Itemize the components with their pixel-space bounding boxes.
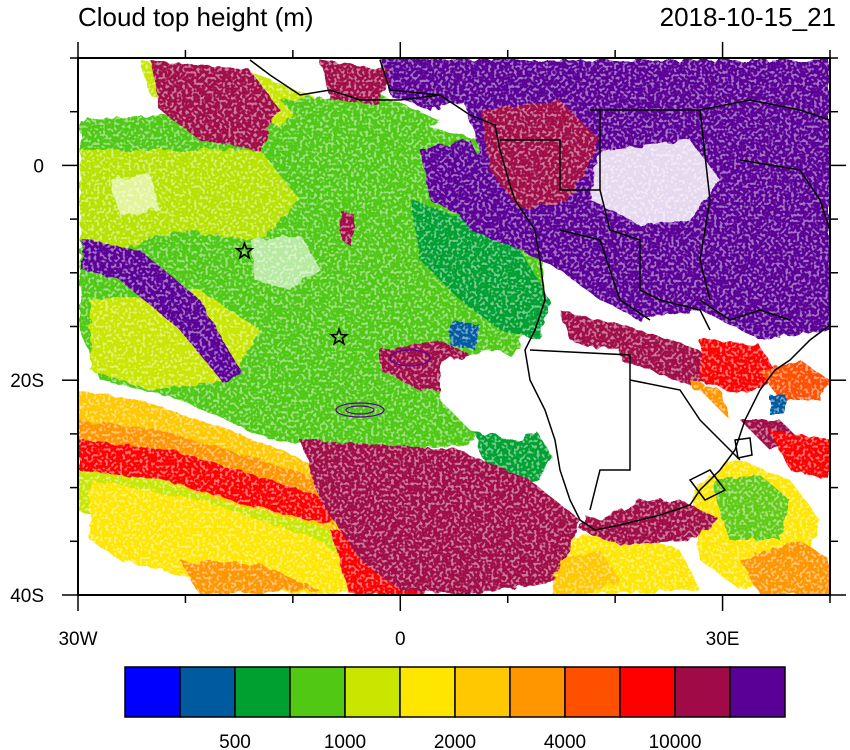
map-timestamp: 2018-10-15_21: [659, 2, 836, 32]
colorbar-box: [344, 666, 401, 718]
colorbar-box: [509, 666, 566, 718]
coastline-borders: [249, 59, 830, 531]
map-title: Cloud top height (m): [78, 2, 314, 32]
colorbar: 500 1000 2000 4000 10000: [124, 666, 786, 750]
colorbar-box: [289, 666, 346, 718]
colorbar-box: [619, 666, 676, 718]
colorbar-label: 2000: [434, 732, 476, 750]
x-tick-label: 30W: [58, 629, 97, 650]
cloud-field: [78, 58, 830, 595]
x-tick-label: 30E: [706, 629, 740, 650]
station-star: [329, 326, 349, 346]
colorbar-label: 4000: [544, 732, 586, 750]
station-star: [234, 241, 255, 260]
colorbar-box: [399, 666, 456, 718]
colorbar-label: 1000: [324, 732, 366, 750]
colorbar-box: [564, 666, 621, 718]
colorbar-label: 10000: [649, 732, 702, 750]
colorbar-box: [234, 666, 291, 718]
y-tick-label: 0: [33, 156, 44, 177]
contour-lines: [335, 349, 431, 418]
colorbar-label: 500: [219, 732, 251, 750]
y-tick-label: 20S: [10, 371, 44, 392]
y-tick-label: 40S: [10, 586, 44, 607]
colorbar-box: [124, 666, 181, 718]
colorbar-box: [729, 666, 786, 718]
colorbar-box: [179, 666, 236, 718]
x-tick-label: 0: [395, 629, 406, 650]
colorbar-box: [454, 666, 511, 718]
colorbar-box: [674, 666, 731, 718]
